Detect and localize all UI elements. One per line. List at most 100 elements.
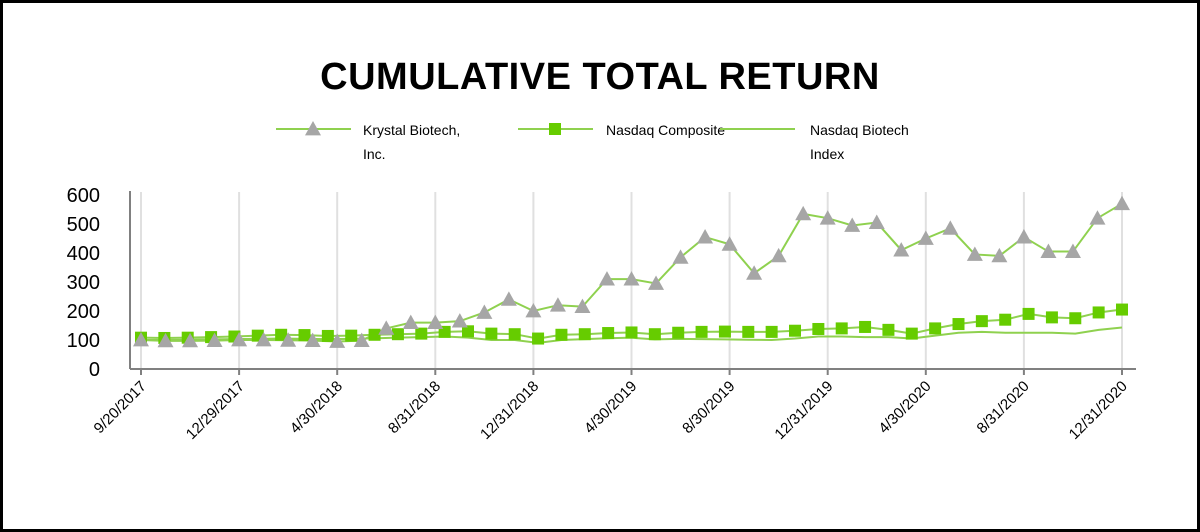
y-tick-label: 300 bbox=[67, 272, 100, 294]
data-point-triangle bbox=[378, 320, 395, 335]
x-tick-label: 4/30/2018 bbox=[287, 378, 346, 437]
data-point-square bbox=[625, 326, 638, 339]
y-tick-label: 400 bbox=[67, 243, 100, 265]
data-point-triangle bbox=[231, 332, 248, 347]
data-point-triangle bbox=[329, 333, 346, 348]
data-point-triangle bbox=[893, 242, 910, 257]
data-point-triangle bbox=[500, 291, 517, 306]
data-point-square bbox=[999, 313, 1012, 326]
data-point-triangle bbox=[304, 332, 321, 347]
x-tick-label: 4/30/2019 bbox=[581, 378, 640, 437]
data-point-triangle bbox=[1040, 243, 1057, 258]
data-point-square bbox=[742, 325, 755, 338]
y-tick-label: 200 bbox=[67, 301, 100, 323]
data-point-triangle bbox=[1015, 229, 1032, 244]
data-point-triangle bbox=[133, 332, 149, 347]
data-point-square bbox=[648, 328, 661, 341]
x-tick-label: 12/31/2018 bbox=[477, 378, 542, 443]
data-point-triangle bbox=[598, 271, 615, 286]
data-point-triangle bbox=[844, 217, 861, 232]
data-point-square bbox=[345, 329, 358, 342]
data-point-square bbox=[672, 326, 685, 339]
data-point-square bbox=[555, 328, 568, 341]
x-tick-label: 12/31/2019 bbox=[771, 378, 836, 443]
data-point-triangle bbox=[402, 314, 419, 329]
data-point-triangle bbox=[280, 332, 297, 347]
data-point-triangle bbox=[819, 210, 836, 225]
data-point-square bbox=[1069, 312, 1082, 325]
data-point-square bbox=[975, 315, 988, 328]
data-point-square bbox=[905, 327, 918, 340]
chart-title: CUMULATIVE TOTAL RETURN bbox=[320, 56, 880, 98]
data-point-triangle bbox=[353, 332, 370, 347]
data-point-triangle bbox=[1089, 210, 1106, 225]
x-tick-label: 8/30/2019 bbox=[679, 378, 738, 437]
data-point-triangle bbox=[574, 298, 591, 314]
data-point-square bbox=[929, 322, 942, 335]
data-point-square bbox=[485, 327, 498, 340]
data-point-square bbox=[578, 328, 591, 341]
data-point-square bbox=[1116, 303, 1128, 316]
legend-swatch-square bbox=[549, 123, 561, 135]
data-point-triangle bbox=[476, 304, 493, 319]
data-point-triangle bbox=[795, 205, 812, 221]
data-point-square bbox=[532, 332, 545, 345]
data-point-square bbox=[462, 325, 474, 338]
data-point-square bbox=[835, 322, 848, 335]
data-point-square bbox=[321, 329, 334, 342]
data-point-square bbox=[251, 329, 264, 342]
legend-label-krystal: Krystal Biotech, Inc. bbox=[363, 122, 461, 162]
data-point-triangle bbox=[770, 247, 787, 263]
data-point-square bbox=[718, 325, 731, 338]
data-point-square bbox=[298, 329, 311, 342]
data-point-triangle bbox=[746, 265, 763, 280]
data-point-square bbox=[415, 327, 428, 340]
data-point-triangle bbox=[697, 229, 714, 244]
data-point-square bbox=[275, 328, 288, 341]
data-point-square bbox=[368, 328, 381, 341]
y-tick-label: 0 bbox=[89, 359, 100, 381]
x-tick-label: 12/29/2017 bbox=[183, 378, 248, 443]
data-point-triangle bbox=[1064, 243, 1081, 258]
data-point-triangle bbox=[648, 275, 665, 290]
data-point-triangle bbox=[917, 230, 934, 245]
data-point-triangle bbox=[206, 332, 223, 347]
data-point-triangle bbox=[451, 313, 468, 328]
data-point-triangle bbox=[1114, 195, 1130, 211]
data-point-square bbox=[1092, 306, 1105, 319]
data-point-square bbox=[602, 327, 615, 340]
data-point-square bbox=[1045, 311, 1058, 324]
data-point-triangle bbox=[991, 247, 1008, 263]
data-point-square bbox=[1022, 307, 1035, 320]
data-point-triangle bbox=[942, 220, 959, 235]
x-tick-label: 4/30/2020 bbox=[875, 378, 934, 437]
data-point-triangle bbox=[966, 246, 983, 261]
y-tick-label: 500 bbox=[67, 214, 100, 236]
data-point-square bbox=[882, 323, 895, 336]
data-point-triangle bbox=[623, 271, 640, 286]
x-tick-label: 8/31/2018 bbox=[385, 378, 444, 437]
data-point-square bbox=[508, 328, 521, 341]
data-point-triangle bbox=[255, 332, 272, 347]
data-point-triangle bbox=[672, 249, 689, 264]
data-point-triangle bbox=[868, 214, 885, 229]
data-point-triangle bbox=[721, 236, 738, 251]
data-point-square bbox=[812, 322, 825, 335]
data-point-triangle bbox=[182, 332, 199, 348]
data-point-triangle bbox=[525, 303, 542, 318]
data-point-triangle bbox=[549, 297, 566, 312]
x-tick-label: 9/20/2017 bbox=[91, 378, 150, 437]
x-tick-label: 8/31/2020 bbox=[974, 378, 1033, 437]
data-point-square bbox=[765, 325, 778, 338]
data-point-square bbox=[952, 318, 965, 331]
legend-swatch-triangle bbox=[305, 121, 321, 136]
data-point-triangle bbox=[427, 314, 444, 329]
legend-label-nasdaq-biotech: Nasdaq Biotech Index bbox=[810, 122, 909, 162]
x-tick-label: 12/31/2020 bbox=[1066, 378, 1131, 443]
data-point-square bbox=[859, 320, 872, 333]
data-point-square bbox=[391, 328, 404, 341]
y-tick-label: 600 bbox=[67, 185, 100, 207]
y-tick-label: 100 bbox=[67, 330, 100, 352]
